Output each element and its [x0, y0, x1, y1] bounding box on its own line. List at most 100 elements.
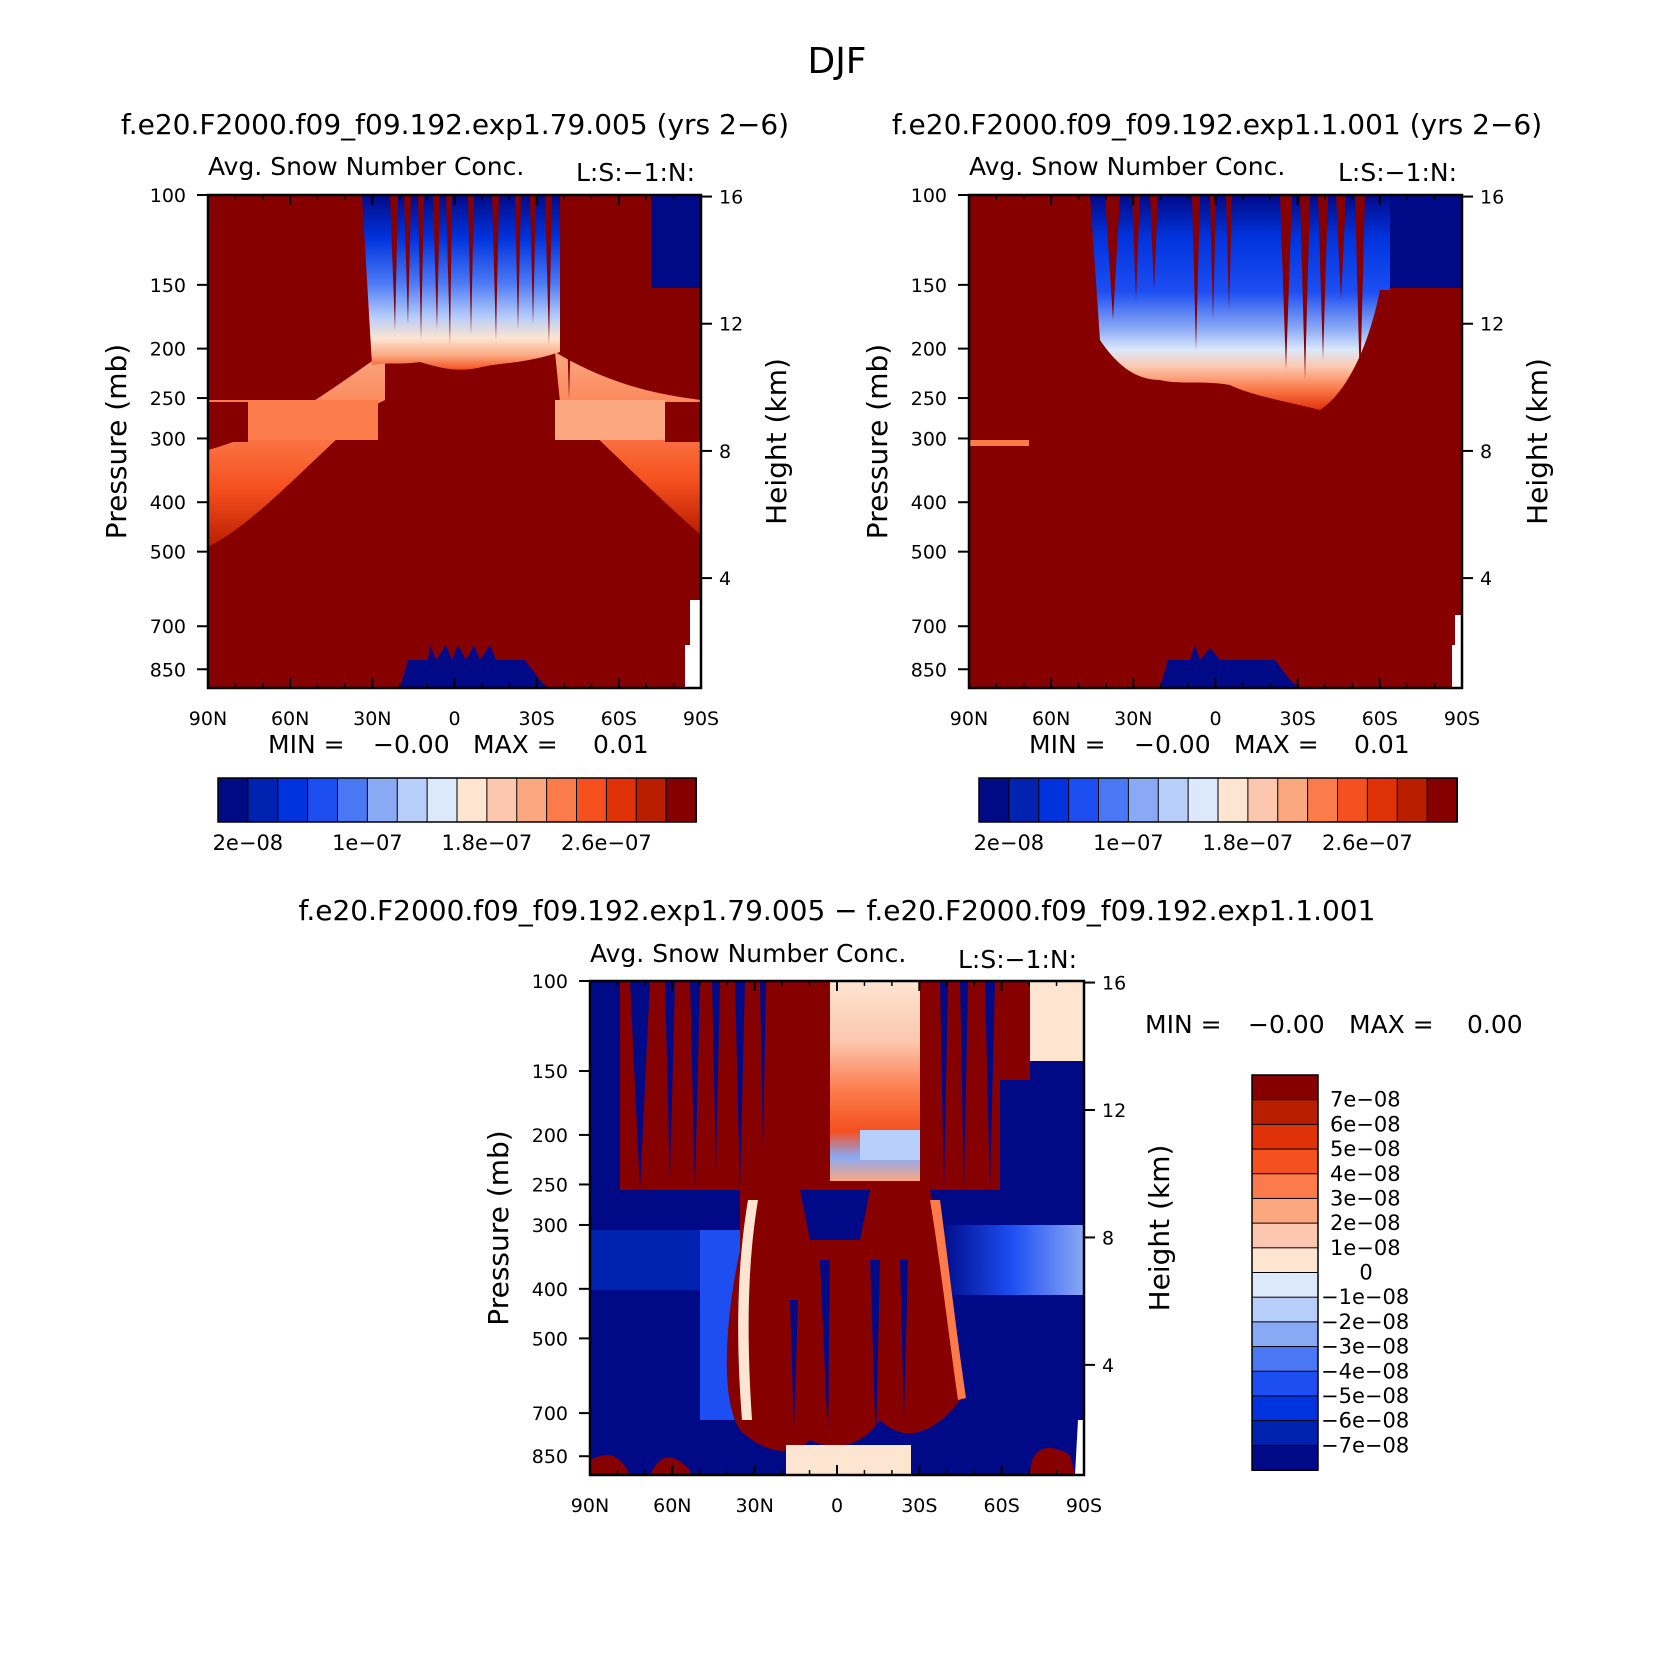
- colorbar-label: 0: [1359, 1261, 1372, 1285]
- colorbar-box: [1251, 1395, 1319, 1422]
- panel-3-subtitle: Avg. Snow Number Conc.: [590, 939, 906, 968]
- colorbar-box: [1251, 1173, 1319, 1200]
- colorbar-label: 4e−08: [1330, 1162, 1401, 1186]
- colorbar-box: [1251, 1346, 1319, 1373]
- colorbar-box: [456, 777, 488, 823]
- colorbar-box: [1217, 777, 1249, 823]
- colorbar-box: [1366, 777, 1399, 823]
- colorbar-label: 1e−07: [332, 831, 403, 855]
- y-tick-label: 850: [532, 1446, 568, 1468]
- colorbar-label: −1e−08: [1321, 1285, 1409, 1309]
- colorbar-box: [1251, 1123, 1319, 1151]
- colorbar-box: [1277, 777, 1309, 823]
- colorbar-box: [605, 777, 638, 823]
- y-tick-label: 250: [911, 388, 947, 410]
- panel-3-axes: 90N 60N 30N 0 30S 60S 90S 100 150 200 250 300 400 500…: [482, 971, 1523, 1517]
- x-tick-label: 60S: [601, 708, 637, 730]
- y-axis-label-right: Height (km): [760, 358, 793, 525]
- min-value: −0.00: [1134, 730, 1211, 759]
- y-axis-label: Pressure (mb): [861, 344, 894, 539]
- x-tick-label: 90N: [189, 708, 227, 730]
- panel-3-title: f.e20.F2000.f09_f09.192.exp1.79.005 − f.…: [299, 894, 1376, 927]
- y-tick-label: 500: [150, 542, 186, 564]
- colorbar-box: [1098, 777, 1130, 823]
- colorbar-box: [426, 777, 458, 823]
- panel-2-subtitle: Avg. Snow Number Conc.: [969, 152, 1285, 181]
- x-tick-label: 0: [448, 708, 460, 730]
- y-tick-label: 700: [532, 1403, 568, 1425]
- colorbar-box: [486, 777, 518, 823]
- y-tick-label: 150: [911, 275, 947, 297]
- colorbar-box: [1251, 1099, 1319, 1126]
- colorbar-box: [1307, 777, 1339, 823]
- colorbar-box: [1251, 1321, 1319, 1348]
- y-axis-label: Pressure (mb): [100, 344, 133, 539]
- x-tick-label: 90S: [1066, 1495, 1102, 1517]
- panel-3: f.e20.F2000.f09_f09.192.exp1.79.005 − f.…: [299, 894, 1376, 1475]
- colorbar-label: 6e−08: [1330, 1112, 1401, 1136]
- x-tick-label: 60S: [984, 1495, 1020, 1517]
- colorbar-box: [337, 777, 369, 823]
- colorbar-box: [1068, 777, 1100, 823]
- colorbar-label: 5e−08: [1330, 1137, 1401, 1161]
- colorbar-label: 2.6e−07: [561, 831, 652, 855]
- panel-1-subtitle-right: L:S:−1:N:: [576, 158, 695, 187]
- colorbar-box: [1157, 777, 1190, 823]
- min-label: MIN =: [268, 730, 345, 759]
- colorbar-box: [978, 777, 1010, 823]
- colorbar-box: [217, 777, 249, 823]
- x-tick-label: 90S: [1444, 708, 1480, 730]
- y-tick-label: 250: [150, 388, 186, 410]
- colorbar-label: 7e−08: [1330, 1088, 1401, 1112]
- y-tick-label: 500: [911, 542, 947, 564]
- colorbar-box: [635, 777, 668, 823]
- max-value: 0.01: [593, 730, 649, 759]
- y-tick-label: 400: [911, 492, 947, 514]
- colorbar-box: [1251, 1148, 1319, 1175]
- max-value: 0.00: [1467, 1010, 1523, 1039]
- colorbar-label: −2e−08: [1321, 1310, 1409, 1334]
- min-value: −0.00: [1248, 1010, 1325, 1039]
- colorbar-box: [665, 777, 697, 823]
- figure-title: DJF: [807, 41, 866, 82]
- height-tick-label: 16: [719, 187, 743, 209]
- colorbar-box: [1251, 1420, 1319, 1447]
- panel-1-field: [208, 195, 701, 688]
- height-tick-label: 12: [1102, 1100, 1126, 1122]
- colorbar-box: [1426, 777, 1458, 823]
- colorbar-box: [1247, 777, 1279, 823]
- y-tick-label: 100: [911, 185, 947, 207]
- height-tick-label: 8: [1102, 1227, 1114, 1249]
- colorbar-box: [1251, 1370, 1319, 1397]
- y-axis-label-right: Height (km): [1143, 1145, 1176, 1312]
- colorbar-frame: [978, 777, 1458, 823]
- y-tick-label: 500: [532, 1328, 568, 1350]
- colorbar-label: 1.8e−07: [1203, 831, 1294, 855]
- max-value: 0.01: [1354, 730, 1410, 759]
- panel-2-title: f.e20.F2000.f09_f09.192.exp1.1.001 (yrs …: [892, 108, 1542, 141]
- max-label: MAX =: [1234, 730, 1319, 759]
- max-label: MAX =: [473, 730, 558, 759]
- colorbar-frame: [1251, 1074, 1319, 1471]
- colorbar-box: [1251, 1444, 1319, 1471]
- x-tick-label: 60N: [1032, 708, 1070, 730]
- y-tick-label: 300: [532, 1215, 568, 1237]
- colorbar-box: [516, 777, 548, 823]
- colorbar-box: [396, 777, 429, 823]
- max-label: MAX =: [1349, 1010, 1434, 1039]
- y-tick-label: 200: [911, 339, 947, 361]
- colorbar-label: −4e−08: [1321, 1359, 1409, 1383]
- colorbar-box: [1251, 1272, 1319, 1299]
- colorbar-box: [1251, 1197, 1319, 1225]
- colorbar-box: [366, 777, 399, 823]
- y-tick-label: 100: [532, 971, 568, 993]
- y-tick-label: 400: [532, 1279, 568, 1301]
- colorbar-box: [1038, 777, 1070, 823]
- y-axis-label: Pressure (mb): [482, 1130, 515, 1325]
- height-tick-label: 4: [1480, 568, 1492, 590]
- colorbar-label: 1e−08: [1330, 1236, 1401, 1260]
- colorbar-label: −5e−08: [1321, 1384, 1409, 1408]
- panel-3-field: [590, 981, 1084, 1475]
- y-tick-label: 100: [150, 185, 186, 207]
- height-tick-label: 12: [1480, 314, 1504, 336]
